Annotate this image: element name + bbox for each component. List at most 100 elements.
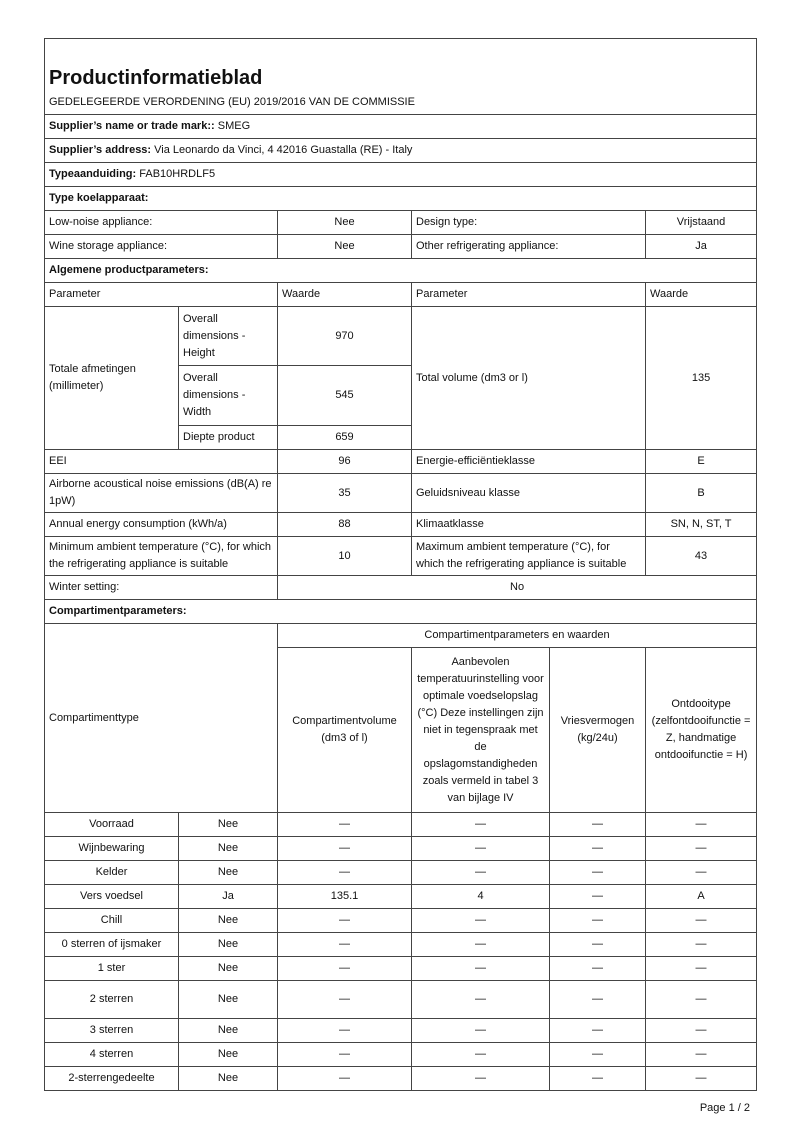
section-type: Type koelapparaat: — [43, 186, 758, 211]
table-row: Voorraad Nee — — — — — [44, 812, 758, 837]
header-temp: Aanbevolen temperatuurinstelling voor op… — [411, 647, 550, 813]
param-label: Low-noise appliance: — [44, 210, 278, 235]
width-value: 545 — [277, 365, 412, 426]
table-row: 3 sterren Nee — — — — — [44, 1018, 758, 1043]
section-general: Algemene productparameters: — [43, 258, 758, 283]
param-value: B — [644, 473, 758, 513]
compartment-name: Kelder — [44, 860, 179, 885]
table-row: Airborne acoustical noise emissions (dB(… — [44, 473, 758, 513]
param-value: Ja — [644, 234, 758, 259]
compartment-temp: — — [411, 932, 550, 957]
header-freeze: Vriesvermogen (kg/24u) — [549, 647, 646, 813]
volume-value: 135 — [644, 306, 758, 450]
compartment-temp: 4 — [411, 884, 550, 909]
param-label: Airborne acoustical noise emissions (dB(… — [44, 473, 278, 513]
param-value: 35 — [277, 473, 412, 513]
compartment-present: Nee — [178, 980, 278, 1019]
compartment-defrost: — — [644, 908, 758, 933]
height-value: 970 — [277, 306, 412, 366]
header-param: Parameter — [411, 282, 646, 307]
compartment-volume: — — [277, 1018, 412, 1043]
compartment-volume: — — [277, 1042, 412, 1067]
param-label: Maximum ambient temperature (°C), for wh… — [411, 536, 646, 576]
table-row: 1 ster Nee — — — — — [44, 956, 758, 981]
param-label: Other refrigerating appliance: — [411, 234, 646, 259]
compartment-volume: — — [277, 836, 412, 861]
compartment-volume: — — [277, 1066, 412, 1091]
winter-value: No — [276, 575, 758, 600]
compartment-temp: — — [411, 908, 550, 933]
compartment-present: Nee — [178, 836, 278, 861]
width-label: Overall dimensions - Width — [178, 365, 278, 426]
param-label: Wine storage appliance: — [44, 234, 278, 259]
compartment-temp: — — [411, 1066, 550, 1091]
dimensions-label: Totale afmetingen (millimeter) — [44, 306, 179, 450]
table-row: Algemene productparameters: — [43, 258, 758, 283]
compartment-name: 0 sterren of ijsmaker — [44, 932, 179, 957]
compartment-temp: — — [411, 956, 550, 981]
product-info-table: Productinformatieblad GEDELEGEERDE VEROR… — [43, 38, 758, 1091]
compartment-temp: — — [411, 860, 550, 885]
param-value: Nee — [277, 234, 412, 259]
compartment-name: 4 sterren — [44, 1042, 179, 1067]
param-value: Vrijstaand — [644, 210, 758, 235]
compartment-temp: — — [411, 980, 550, 1019]
header-defrost: Ontdooitype (zelfontdooifunctie = Z, han… — [644, 647, 758, 813]
page-number: Page 1 / 2 — [699, 1102, 750, 1114]
supplier-address: Supplier’s address: Via Leonardo da Vinc… — [43, 138, 758, 163]
param-value: SN, N, ST, T — [644, 512, 758, 537]
table-row: Minimum ambient temperature (°C), for wh… — [44, 536, 758, 576]
table-row: Compartimentvolume (dm3 of l) Aanbevolen … — [45, 647, 758, 813]
table-row: Winter setting: No — [44, 575, 758, 600]
compartment-name: 3 sterren — [44, 1018, 179, 1043]
compartment-defrost: — — [644, 980, 758, 1019]
compartment-name: 2-sterrengedeelte — [44, 1066, 179, 1091]
regulation: GEDELEGEERDE VERORDENING (EU) 2019/2016 … — [43, 91, 758, 115]
table-row: Wine storage appliance: Nee Other refriger… — [44, 234, 758, 259]
compartment-present: Nee — [178, 1066, 278, 1091]
compartment-freeze: — — [549, 836, 646, 861]
table-row: Parameter Waarde Parameter Waarde — [44, 282, 758, 307]
compartment-present: Nee — [178, 860, 278, 885]
param-label: Energie-efficiëntieklasse — [411, 449, 646, 474]
section-compartment: Compartimentparameters: — [43, 599, 758, 624]
table-row: 0 sterren of ijsmaker Nee — — — — — [44, 932, 758, 957]
compartment-defrost: — — [644, 860, 758, 885]
param-label: Klimaatklasse — [411, 512, 646, 537]
compartment-present: Nee — [178, 812, 278, 837]
table-row: Low-noise appliance: Nee Design type: Vrijs… — [44, 210, 758, 235]
header-value: Waarde — [644, 282, 758, 307]
table-row: 4 sterren Nee — — — — — [44, 1042, 758, 1067]
param-value: E — [644, 449, 758, 474]
compartment-defrost: A — [644, 884, 758, 909]
supplier-name: Supplier’s name or trade mark:: SMEG — [43, 114, 758, 139]
compartment-freeze: — — [549, 980, 646, 1019]
param-label: Minimum ambient temperature (°C), for wh… — [44, 536, 278, 576]
header-type: Compartimenttype — [44, 623, 278, 813]
compartment-present: Nee — [178, 932, 278, 957]
compartment-freeze: — — [549, 1066, 646, 1091]
compartment-defrost: — — [644, 956, 758, 981]
table-row: Compartimenttype Compartimentparameters e… — [44, 623, 758, 813]
compartment-present: Nee — [178, 956, 278, 981]
compartment-freeze: — — [549, 1042, 646, 1067]
compartment-temp: — — [411, 1018, 550, 1043]
compartment-temp: — — [411, 836, 550, 861]
table-row: Wijnbewaring Nee — — — — — [44, 836, 758, 861]
page-title: Productinformatieblad — [43, 38, 758, 91]
compartment-name: Vers voedsel — [44, 884, 179, 909]
compartment-name: 1 ster — [44, 956, 179, 981]
compartment-name: Chill — [44, 908, 179, 933]
param-value: 96 — [277, 449, 412, 474]
table-row: Diepte product 659 — [45, 425, 757, 450]
table-row: Vers voedsel Ja 135.1 4— A — [44, 884, 758, 909]
param-value: 43 — [644, 536, 758, 576]
header-volume: Compartimentvolume (dm3 of l) — [277, 647, 412, 813]
compartment-name: 2 sterren — [44, 980, 179, 1019]
compartment-freeze: — — [549, 956, 646, 981]
param-value: Nee — [277, 210, 412, 235]
compartment-defrost: — — [644, 812, 758, 837]
compartment-freeze: — — [549, 812, 646, 837]
compartment-temp: — — [411, 812, 550, 837]
compartment-freeze: — — [549, 884, 646, 909]
